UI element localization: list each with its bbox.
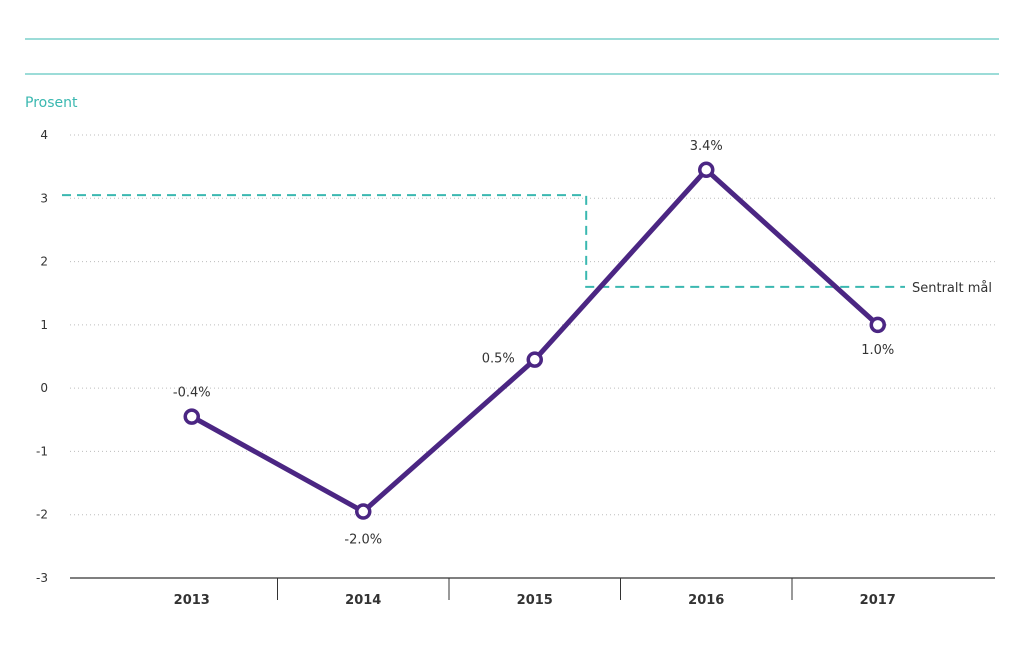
x-tick-label: 2014 [345,593,381,608]
data-point [698,161,715,179]
series-line [190,167,880,515]
x-tick-label: 2015 [517,593,553,608]
x-axis: 2013 2014 2015 2016 2017 [70,577,995,608]
data-label: -0.4% [173,386,211,401]
data-point [526,351,543,368]
y-axis-label: Prosent [25,95,78,111]
y-tick-label: 0 [40,381,48,395]
y-tick-label: -1 [36,444,48,458]
grid-layer: 4 3 2 1 0 -1 -2 -3 [36,128,995,585]
y-tick-label: 4 [40,128,48,142]
data-label: 3.4% [690,139,723,154]
y-tick-label: 1 [40,318,48,332]
target-label: Sentralt mål [912,281,992,296]
series-layer: -0.4% -2.0% 0.5% 3.4% 1.0% [173,139,894,548]
target-line [62,194,905,288]
x-tick-label: 2013 [174,593,210,608]
data-label: 0.5% [482,352,515,367]
y-tick-label: -3 [36,571,48,585]
y-tick-label: 2 [40,255,48,269]
data-label: -2.0% [344,533,382,548]
data-label: 1.0% [861,343,894,358]
x-tick-label: 2016 [688,593,724,608]
data-point [355,503,372,520]
target-layer: Sentralt mål [62,194,992,296]
data-point [869,316,886,334]
y-tick-label: 3 [40,191,48,205]
data-point [183,408,200,425]
y-tick-label: -2 [36,508,48,522]
x-tick-label: 2017 [860,593,896,608]
